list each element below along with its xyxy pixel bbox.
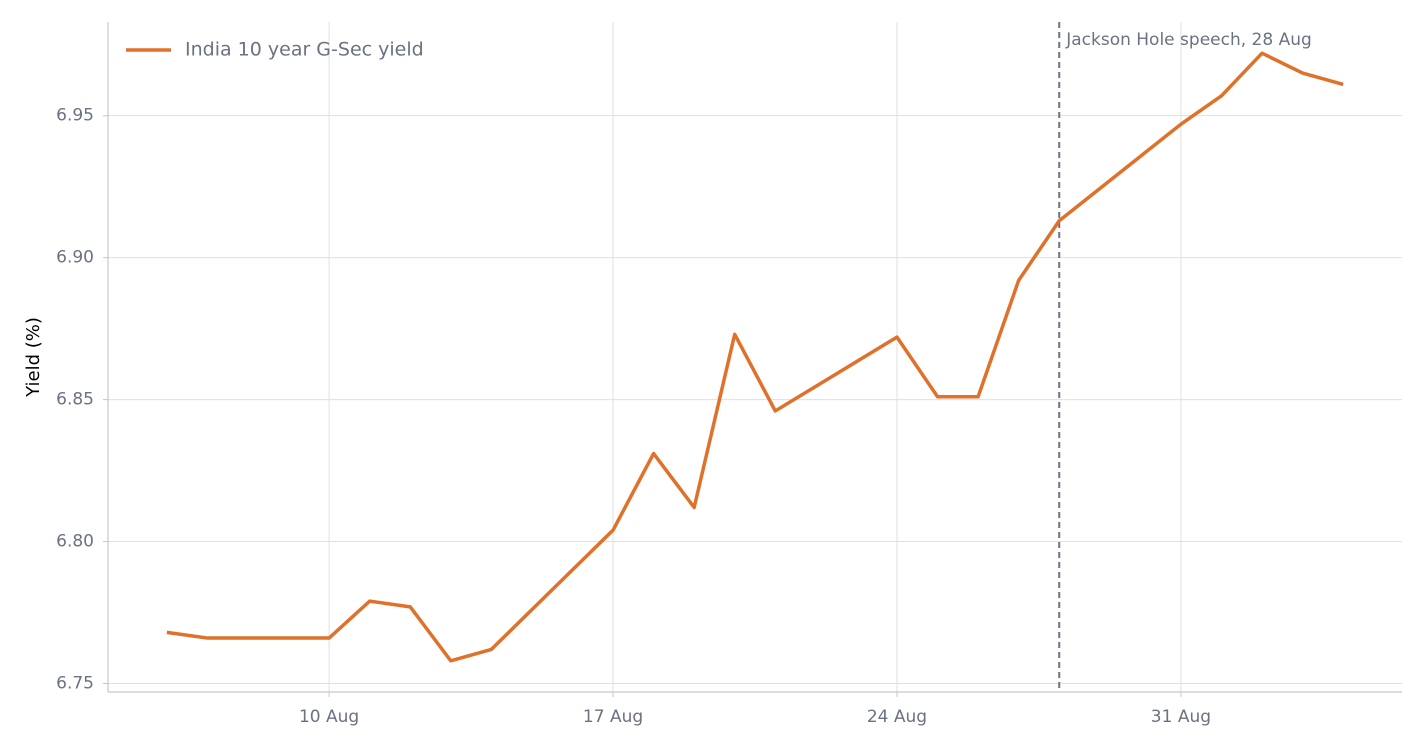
x-tick-label: 31 Aug	[1151, 707, 1211, 727]
legend-label: India 10 year G-Sec yield	[185, 39, 424, 61]
x-tick-label: 24 Aug	[867, 707, 927, 727]
y-tick-label: 6.75	[56, 673, 94, 693]
y-tick-label: 6.90	[56, 248, 94, 268]
x-tick-label: 10 Aug	[299, 707, 359, 727]
x-tick-label: 17 Aug	[583, 707, 643, 727]
y-axis-label: Yield (%)	[23, 317, 44, 398]
y-tick-label: 6.80	[56, 532, 94, 552]
data-line	[166, 51, 1344, 663]
annotation-label: Jackson Hole speech, 28 Aug	[1065, 30, 1312, 50]
y-tick-label: 6.95	[56, 106, 94, 126]
y-tick-label: 6.85	[56, 390, 94, 410]
